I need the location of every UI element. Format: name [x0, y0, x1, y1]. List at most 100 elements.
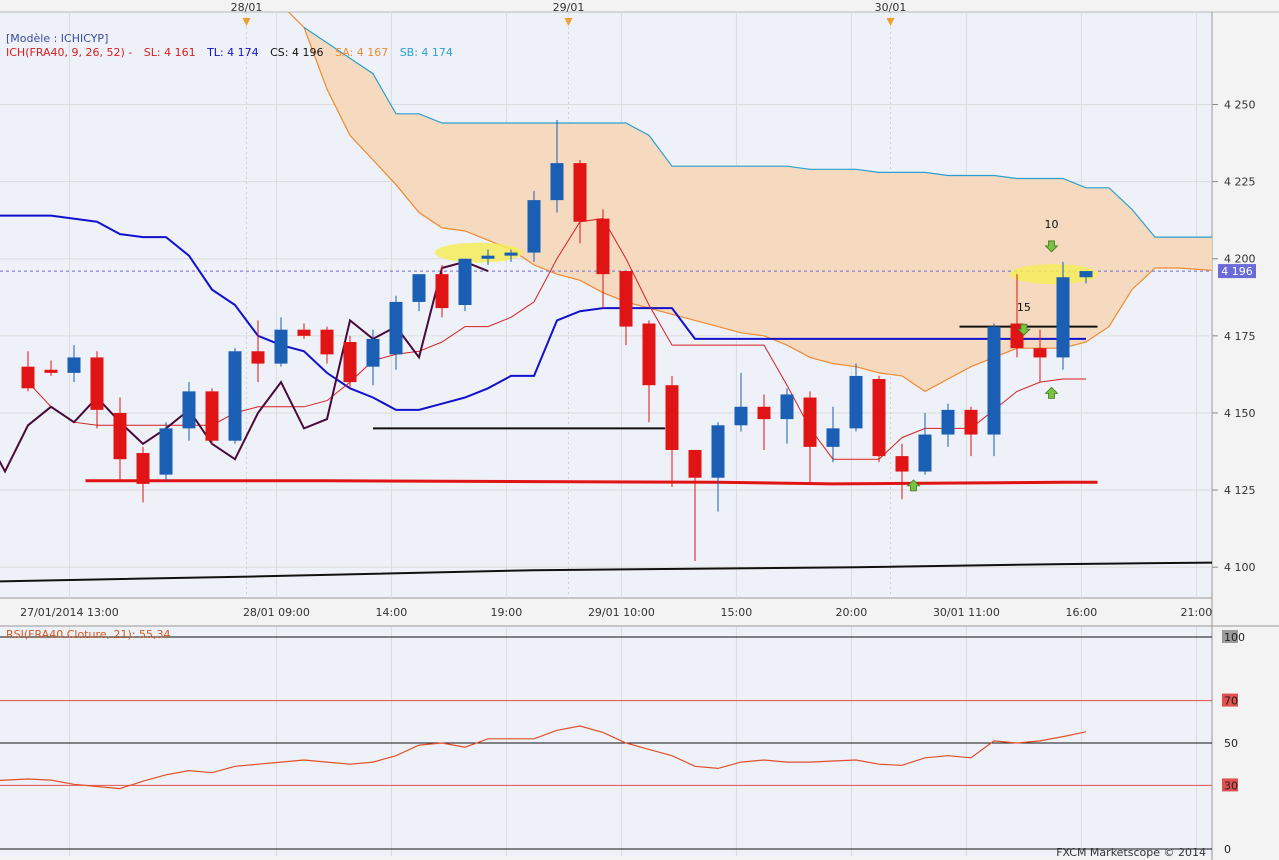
candle-body [435, 274, 449, 309]
time-tick-label: 21:00 [1181, 606, 1213, 619]
candle-body [1033, 348, 1047, 358]
cloud-group [287, 12, 1212, 393]
model-label: [Modèle : ICHICYP] [6, 32, 108, 45]
date-marker-triangle [886, 18, 895, 26]
candle-up[interactable] [412, 274, 426, 312]
candle-up[interactable] [711, 422, 725, 512]
candle-body [619, 271, 633, 327]
candle-down[interactable] [136, 446, 150, 503]
candle-body [113, 412, 127, 460]
candle-up[interactable] [987, 323, 1001, 457]
rsi-level-badge [1222, 778, 1238, 792]
candle-body [803, 397, 817, 447]
candle-up[interactable] [366, 329, 380, 386]
candle-up[interactable] [826, 406, 840, 463]
candle-down[interactable] [596, 209, 610, 309]
candle-body [987, 326, 1001, 435]
candle-body [849, 375, 863, 429]
candle-down[interactable] [964, 406, 978, 457]
candle-up[interactable] [1079, 271, 1093, 284]
candle-down[interactable] [205, 388, 219, 444]
sl-label: SL: 4 161 [144, 46, 196, 59]
candle-body [711, 425, 725, 478]
candle-up[interactable] [734, 372, 748, 432]
candle-up[interactable] [550, 119, 564, 213]
candle-down[interactable] [872, 375, 886, 463]
price-tick-label: 4 125 [1224, 484, 1256, 497]
candle-body [320, 329, 334, 355]
candle-up[interactable] [504, 249, 518, 262]
candle-body [1056, 277, 1070, 358]
candle-down[interactable] [44, 360, 58, 376]
candle-up[interactable] [481, 249, 495, 265]
candle-down[interactable] [320, 326, 334, 364]
candle-body [573, 163, 587, 222]
annotation-layer: 10 15 [906, 218, 1059, 492]
candle-down[interactable] [642, 320, 656, 423]
candle-down[interactable] [665, 375, 679, 487]
candle-body [872, 379, 886, 457]
candle-up[interactable] [458, 258, 472, 312]
candle-body [67, 357, 81, 373]
candle-up[interactable] [182, 382, 196, 441]
candle-up[interactable] [780, 388, 794, 444]
candle-down[interactable] [688, 449, 702, 561]
time-tick-label: 19:00 [491, 606, 523, 619]
highlight-ellipse [434, 242, 523, 263]
candle-down[interactable] [619, 271, 633, 346]
candle-down[interactable] [90, 351, 104, 429]
time-tick-label: 16:00 [1066, 606, 1098, 619]
last-price-badge [1218, 264, 1256, 279]
rsi-tick-label: 30 [1224, 779, 1238, 792]
candle-body [159, 428, 173, 475]
candle-down[interactable] [1033, 329, 1047, 383]
candle-body [274, 329, 288, 364]
candle-down[interactable] [297, 323, 311, 339]
candle-down[interactable] [803, 391, 817, 484]
analysis-lines [0, 214, 1212, 583]
rsi-tick-label: 0 [1224, 843, 1231, 856]
candle-body [343, 342, 357, 383]
candle-down[interactable] [113, 397, 127, 481]
time-tick-label: 28/01 09:00 [243, 606, 310, 619]
candle-up[interactable] [849, 363, 863, 432]
candle-body [734, 406, 748, 426]
highlight-ellipse [1009, 264, 1098, 285]
candle-up[interactable] [941, 403, 955, 447]
annotation-label: 10 [1045, 218, 1059, 231]
candle-down[interactable] [343, 335, 357, 389]
price-tick-label: 4 250 [1224, 99, 1256, 112]
candle-body [44, 369, 58, 373]
candle-up[interactable] [389, 295, 403, 370]
tenkan-line [27, 218, 1086, 460]
rsi-level-badge [1222, 842, 1238, 855]
candle-up[interactable] [274, 317, 288, 367]
candle-up[interactable] [527, 190, 541, 262]
candle-body [504, 252, 518, 256]
candle-down[interactable] [895, 443, 909, 500]
candle-body [550, 163, 564, 201]
candle-down[interactable] [21, 351, 35, 392]
candle-up[interactable] [159, 422, 173, 481]
time-tick-label: 30/01 11:00 [933, 606, 1000, 619]
long-trend-line [0, 561, 1212, 583]
arrow-up-icon [906, 479, 921, 492]
rsi-tick-label: 50 [1224, 737, 1238, 750]
time-tick-label: 27/01/2014 13:00 [20, 606, 119, 619]
candle-layer[interactable] [21, 119, 1093, 561]
candle-body [780, 394, 794, 420]
candle-down[interactable] [251, 320, 265, 383]
candle-up[interactable] [228, 348, 242, 444]
candle-down[interactable] [757, 394, 771, 450]
kijun-line [0, 214, 1086, 411]
candle-up[interactable] [1056, 261, 1070, 370]
candle-up[interactable] [918, 412, 932, 475]
candle-down[interactable] [573, 160, 587, 244]
candle-up[interactable] [67, 345, 81, 383]
rsi-level-badge [1222, 693, 1238, 707]
candle-down[interactable] [435, 264, 449, 318]
line-layer [0, 214, 1212, 583]
rsi-level-badge [1222, 736, 1238, 749]
arrow-up-icon [1044, 386, 1059, 399]
candle-body [297, 329, 311, 336]
